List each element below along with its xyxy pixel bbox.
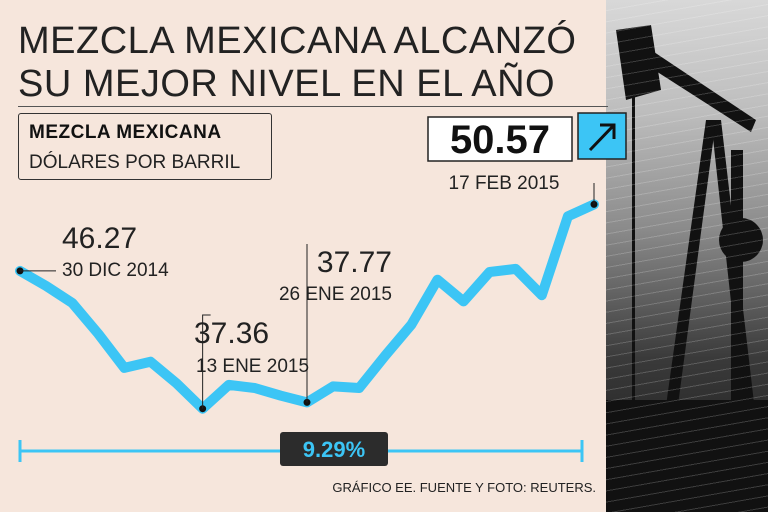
arrow-shaft (588, 123, 616, 152)
oil-pump-photo (606, 0, 768, 512)
title-line-2: SU MEJOR NIVEL EN EL AÑO (18, 63, 556, 105)
pumpjack-silhouette (606, 25, 768, 512)
title-line-1: MEZCLA MEXICANA ALCANZÓ (18, 20, 577, 62)
plot-area: 46.27 30 DIC 2014 37.36 13 ENE 2015 37.77 26 … (15, 112, 627, 466)
annotation-date: 17 FEB 2015 (449, 173, 560, 194)
chart-panel (0, 0, 608, 512)
annotation-value: 37.77 (317, 246, 392, 279)
legend-unit-label: DÓLARES POR BARRIL (29, 152, 241, 173)
annotation-value: 46.27 (62, 222, 137, 255)
annotation-value: 37.36 (194, 317, 269, 350)
source-footer: GRÁFICO EE. FUENTE Y FOTO: REUTERS. (332, 480, 596, 495)
photo-stripes (606, 0, 768, 512)
peak-value-box (427, 116, 573, 162)
arrow-head (600, 123, 616, 139)
legend-series-label: MEZCLA MEXICANA (29, 122, 222, 143)
annotation-date: 30 DIC 2014 (62, 260, 169, 281)
chart-title: MEZCLA MEXICANA ALCANZÓ SU MEJOR NIVEL E… (18, 20, 608, 106)
change-badge-label: 9.29% (303, 437, 365, 462)
annotation-value: 50.57 (450, 118, 550, 162)
title-divider (18, 106, 608, 107)
annotation-leader (202, 314, 211, 409)
annotation-date: 13 ENE 2015 (196, 356, 309, 377)
annotation-date: 26 ENE 2015 (279, 284, 392, 305)
change-badge (280, 432, 388, 466)
legend-box: MEZCLA MEXICANA DÓLARES POR BARRIL (18, 113, 272, 180)
